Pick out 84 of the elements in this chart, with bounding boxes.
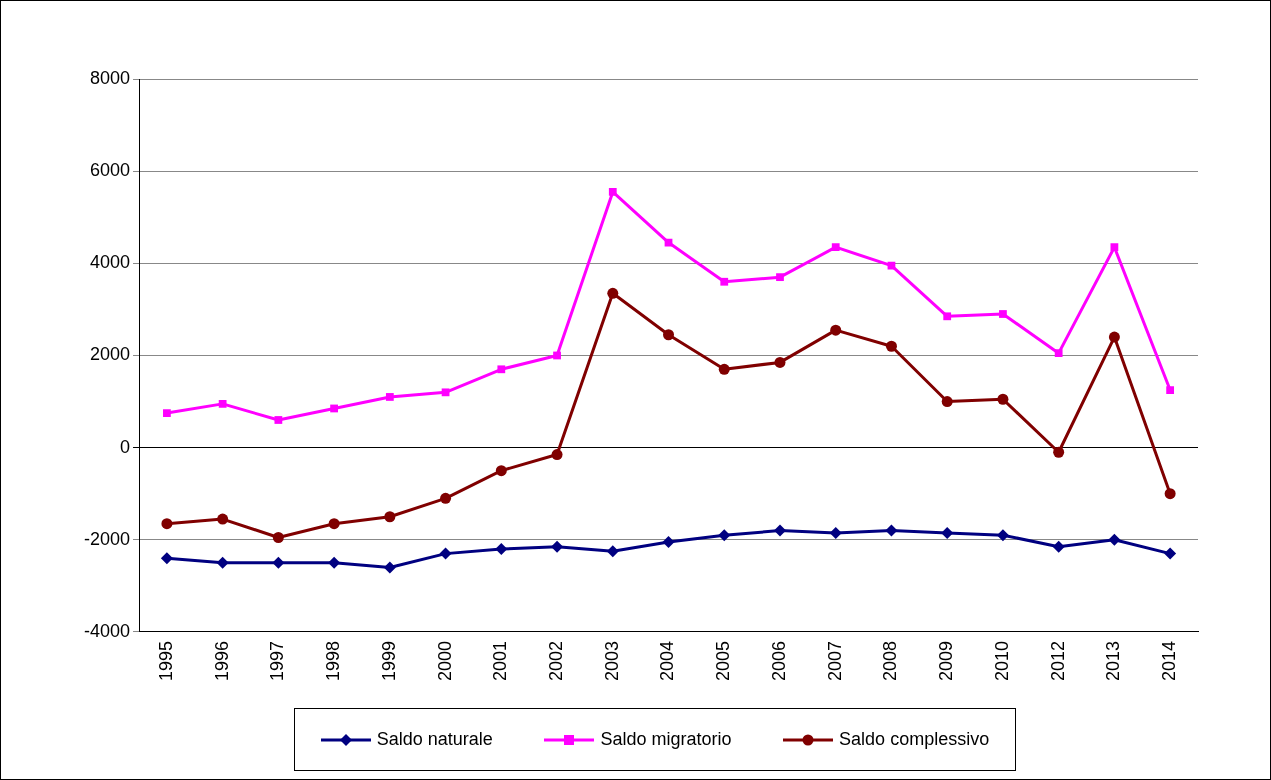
- point: [997, 393, 1009, 405]
- point: [1110, 243, 1119, 252]
- point: [776, 273, 784, 282]
- x-tick-label: 2004: [657, 640, 678, 681]
- point: [272, 531, 284, 543]
- point: [662, 536, 675, 549]
- y-tick-label: 8000: [89, 67, 131, 88]
- x-tick-label: 2006: [768, 640, 789, 681]
- legend-label: Saldo migratorio: [600, 729, 732, 750]
- y-tick-label: 6000: [89, 160, 131, 181]
- point: [885, 340, 897, 352]
- x-tick-label: 2013: [1103, 640, 1124, 681]
- point: [720, 277, 729, 286]
- point: [218, 399, 227, 408]
- point: [439, 547, 452, 560]
- point: [607, 287, 619, 299]
- point: [384, 511, 396, 523]
- x-tick-label: 1998: [323, 640, 344, 681]
- point: [943, 312, 952, 321]
- point: [718, 529, 731, 542]
- x-tick-label: 2012: [1047, 640, 1068, 681]
- point: [1052, 540, 1065, 553]
- point: [606, 545, 619, 558]
- point: [216, 556, 229, 569]
- point: [551, 449, 563, 461]
- x-tick-label: 2003: [601, 640, 622, 681]
- point: [160, 552, 173, 565]
- point: [718, 363, 730, 375]
- point: [608, 188, 617, 196]
- point: [1108, 331, 1120, 343]
- point: [1054, 349, 1063, 358]
- x-tick-label: 2008: [880, 640, 901, 681]
- point: [272, 556, 285, 569]
- point: [328, 556, 341, 569]
- y-tick-label: -2000: [83, 528, 131, 549]
- point: [383, 561, 396, 574]
- point: [999, 310, 1007, 318]
- y-tick-label: 0: [120, 436, 131, 457]
- point: [1164, 547, 1177, 560]
- point: [773, 524, 786, 537]
- y-tick-label: 2000: [89, 344, 131, 365]
- point: [830, 324, 842, 336]
- point: [497, 365, 506, 374]
- legend-label: Saldo complessivo: [839, 729, 990, 750]
- point: [774, 356, 786, 368]
- point: [996, 529, 1009, 542]
- point: [1164, 488, 1176, 500]
- point: [663, 329, 675, 341]
- point: [217, 513, 229, 525]
- x-tick-label: 1995: [155, 640, 176, 681]
- point: [163, 409, 171, 417]
- point: [330, 404, 338, 413]
- point: [551, 540, 564, 553]
- point: [495, 465, 507, 477]
- x-tick-label: 2001: [490, 640, 511, 681]
- x-tick-label: 2009: [936, 640, 957, 681]
- y-tick-label: -4000: [83, 620, 131, 641]
- x-tick-label: 1997: [267, 640, 288, 681]
- point: [1108, 533, 1121, 546]
- point: [553, 351, 561, 360]
- point: [1053, 446, 1065, 458]
- point: [440, 492, 452, 504]
- x-tick-label: 1999: [378, 640, 399, 681]
- x-tick-label: 2002: [546, 640, 567, 681]
- point: [887, 261, 896, 270]
- point: [829, 526, 842, 539]
- point: [941, 396, 953, 408]
- x-tick-label: 2005: [713, 640, 734, 681]
- x-tick-label: 1996: [211, 640, 232, 681]
- x-tick-label: 2010: [991, 640, 1012, 681]
- point: [885, 524, 898, 537]
- point: [328, 518, 340, 530]
- point: [495, 543, 508, 556]
- point: [831, 243, 840, 252]
- y-tick-label: 4000: [89, 252, 131, 273]
- point: [1166, 386, 1175, 394]
- point: [274, 416, 283, 424]
- x-tick-label: 2007: [824, 640, 845, 681]
- x-tick-label: 2000: [434, 640, 455, 681]
- point: [161, 518, 173, 530]
- legend-label: Saldo naturale: [376, 729, 493, 750]
- point: [385, 393, 394, 401]
- x-tick-label: 2014: [1159, 640, 1180, 681]
- point: [441, 388, 450, 397]
